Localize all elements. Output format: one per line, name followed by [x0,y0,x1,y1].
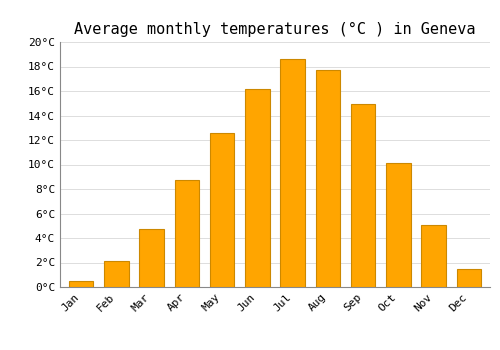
Bar [280,59,305,287]
Bar [386,163,410,287]
Bar [422,225,446,287]
Bar [316,70,340,287]
Bar [140,230,164,287]
Bar [174,181,199,287]
Bar [69,281,94,287]
Bar [456,269,481,287]
Bar [351,104,376,287]
Bar [245,89,270,287]
Bar [210,133,234,287]
Bar [104,261,128,287]
Title: Average monthly temperatures (°C ) in Geneva: Average monthly temperatures (°C ) in Ge… [74,22,476,37]
